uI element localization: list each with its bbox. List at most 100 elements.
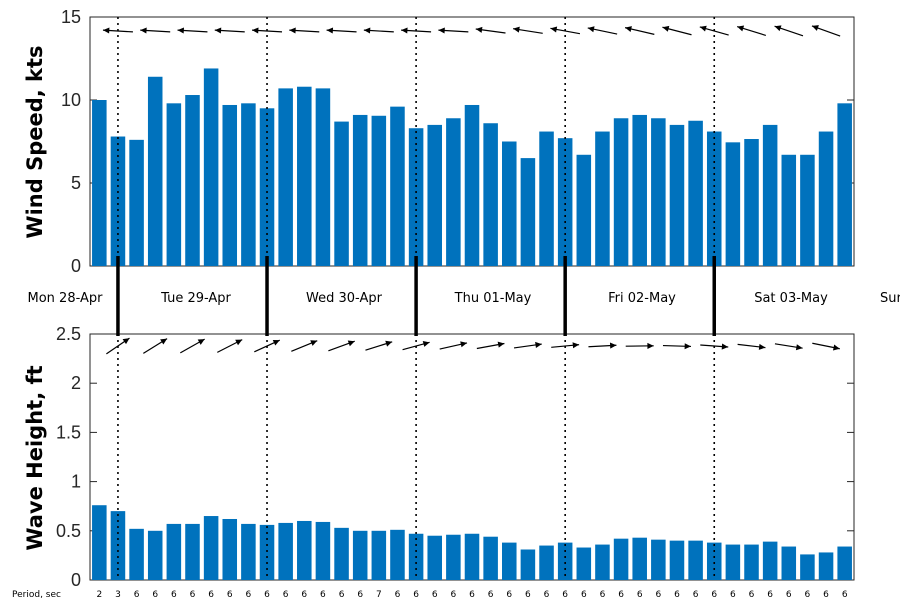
period-value: 6 (413, 590, 419, 600)
bar (315, 521, 331, 580)
direction-arrow (624, 26, 655, 35)
bar (371, 530, 387, 580)
bar (147, 76, 163, 266)
y-tick-label: 5 (71, 173, 81, 193)
direction-arrow (439, 341, 468, 350)
bar (725, 544, 741, 580)
bar (297, 86, 312, 266)
direction-arrow (326, 27, 357, 34)
bar (427, 124, 442, 267)
arrow-head (721, 343, 729, 350)
arrow-head (235, 339, 243, 346)
bar (427, 535, 442, 580)
bar (259, 108, 275, 266)
arrow-head (684, 343, 691, 350)
bar (651, 118, 666, 266)
arrow-head (460, 341, 468, 348)
direction-arrow (328, 340, 355, 352)
period-value: 6 (357, 590, 363, 600)
arrow-head (535, 341, 542, 348)
bar (818, 131, 834, 266)
arrow-head (272, 340, 280, 346)
period-value: 6 (227, 590, 233, 600)
bar (539, 131, 554, 266)
direction-arrow (289, 27, 320, 34)
period-value: 6 (208, 590, 214, 600)
arrow-head (475, 26, 483, 33)
bar (464, 533, 480, 580)
bar (688, 120, 703, 266)
period-value: 7 (376, 590, 382, 600)
bar (390, 106, 405, 266)
bar (185, 95, 200, 267)
direction-arrow (476, 341, 505, 350)
period-value: 6 (134, 590, 140, 600)
arrow-head (832, 344, 840, 351)
period-value: 6 (637, 590, 643, 600)
day-label: Thu 01-May (454, 291, 532, 306)
period-value: 6 (842, 590, 848, 600)
y-tick-label: 0 (71, 570, 81, 590)
period-value: 6 (432, 590, 438, 600)
period-value: 6 (711, 590, 717, 600)
bar (818, 552, 834, 580)
arrow-head (326, 27, 334, 34)
arrow-head (214, 27, 222, 34)
bar (669, 124, 685, 267)
direction-arrow (774, 25, 804, 37)
direction-arrow (402, 341, 430, 351)
period-value: 6 (450, 590, 456, 600)
direction-arrow (551, 342, 580, 349)
direction-arrow (291, 340, 318, 352)
y-tick-label: 0 (71, 256, 81, 276)
direction-arrow (363, 27, 394, 34)
period-value: 2 (96, 590, 102, 600)
period-value: 6 (600, 590, 606, 600)
bar (520, 158, 536, 266)
arrow-head (513, 26, 520, 33)
y-tick-label: 1.5 (56, 422, 81, 442)
period-value: 6 (320, 590, 326, 600)
direction-arrow (143, 338, 168, 354)
period-value: 6 (786, 590, 792, 600)
period-value: 6 (339, 590, 345, 600)
arrow-head (737, 25, 745, 32)
direction-arrow (252, 27, 283, 34)
period-value: 3 (115, 590, 121, 600)
bar (613, 538, 629, 580)
arrow-head (122, 338, 130, 345)
arrow-head (401, 27, 408, 34)
direction-arrow (625, 342, 654, 349)
period-value: 6 (730, 590, 736, 600)
bar (557, 138, 573, 266)
arrow-head (140, 27, 147, 34)
y-tick-label: 0.5 (56, 521, 81, 541)
period-value: 6 (301, 590, 307, 600)
bar (241, 103, 256, 266)
wind-speed-axis-label: Wind Speed, kts (23, 45, 47, 238)
direction-arrow (214, 27, 245, 34)
bar (446, 118, 461, 266)
period-value: 6 (264, 590, 270, 600)
bar (651, 539, 666, 580)
bar (520, 549, 536, 580)
period-value: 6 (655, 590, 661, 600)
direction-arrow (811, 25, 841, 37)
direction-arrow (812, 342, 840, 351)
direction-arrow (177, 27, 208, 34)
period-value: 6 (525, 590, 531, 600)
bar (129, 528, 144, 580)
bar (110, 136, 126, 266)
y-tick-label: 2.5 (56, 324, 81, 344)
direction-arrow (737, 343, 766, 350)
bar (781, 154, 797, 266)
bar (446, 534, 461, 580)
bar (222, 518, 238, 580)
direction-arrow (737, 25, 767, 37)
direction-arrow (140, 27, 171, 34)
day-label: Tue 29-Apr (160, 291, 231, 306)
arrow-head (177, 27, 184, 34)
period-value: 6 (562, 590, 568, 600)
bar (334, 527, 349, 580)
